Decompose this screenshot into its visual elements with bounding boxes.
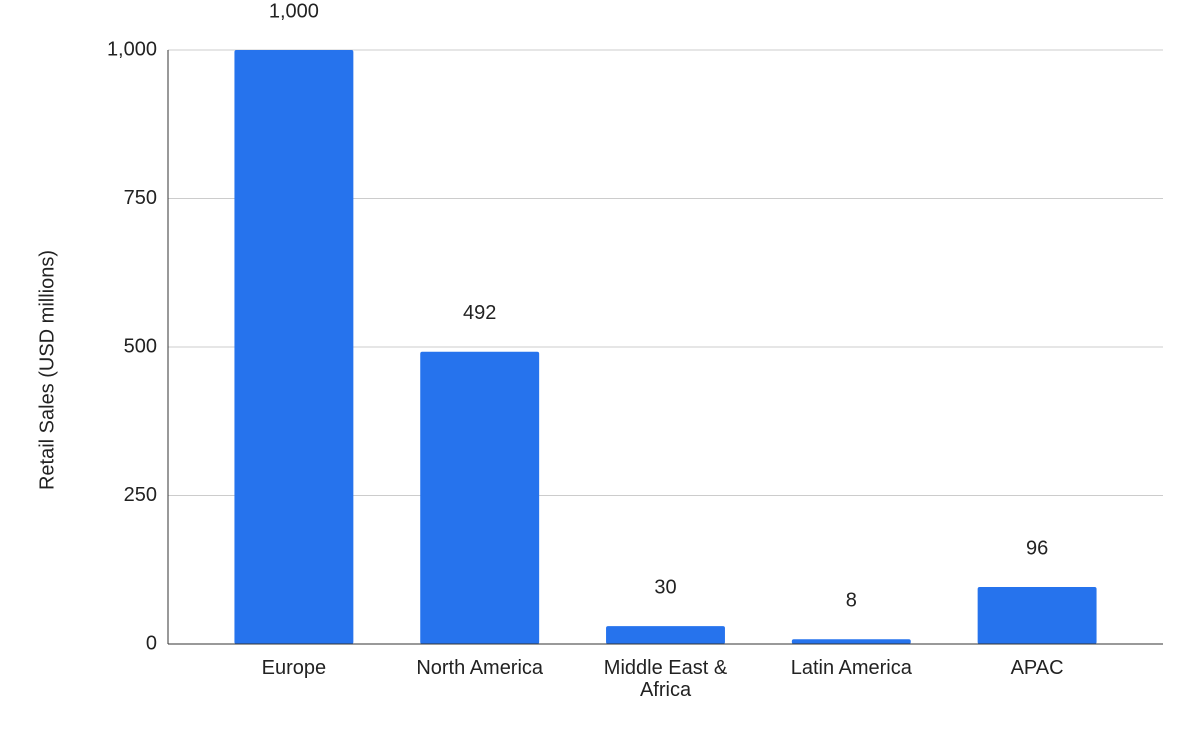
- y-tick-label: 500: [124, 335, 157, 357]
- bar: [606, 626, 725, 644]
- x-tick-label: North America: [416, 657, 544, 679]
- x-tick-label: Europe: [261, 657, 327, 679]
- value-label: 30: [654, 576, 676, 598]
- bar: [791, 639, 911, 644]
- value-label: 1,000: [269, 0, 319, 22]
- x-tick-label: APAC: [1010, 657, 1064, 679]
- y-tick-label: 1,000: [107, 38, 157, 60]
- y-tick-label: 750: [124, 187, 157, 209]
- bar: [234, 50, 354, 644]
- value-label: 492: [463, 302, 496, 324]
- value-label: 96: [1026, 537, 1048, 559]
- bar: [420, 351, 540, 644]
- y-axis-title: Retail Sales (USD millions): [36, 250, 58, 490]
- y-tick-label: 250: [124, 484, 157, 506]
- bar: [977, 586, 1097, 644]
- y-tick-label: 0: [146, 632, 157, 654]
- value-label: 8: [846, 590, 857, 612]
- x-tick-label: Middle East & Africa: [603, 657, 728, 701]
- x-tick-label: Latin America: [790, 657, 912, 679]
